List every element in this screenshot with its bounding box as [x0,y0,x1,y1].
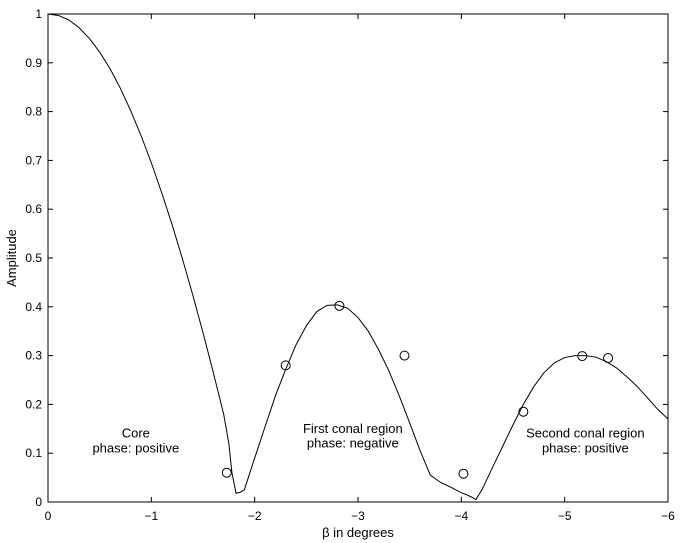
x-tick-label: −3 [351,509,365,523]
annotation-text: phase: negative [307,435,399,450]
data-point-marker [577,351,588,362]
data-point-marker [221,467,232,478]
data-point-marker [399,350,410,361]
amplitude-curve [47,13,669,501]
annotation-text: phase: positive [542,440,629,455]
data-point-marker [280,360,291,371]
annotation-text: Core [122,426,150,441]
x-tick-label: −4 [454,509,468,523]
y-tick-label: 0.2 [25,397,42,411]
y-tick-label: 0 [35,495,42,509]
data-point-marker [334,300,345,311]
y-tick-label: 0.6 [25,202,42,216]
y-tick-label: 0.9 [25,56,42,70]
axis-ticks [47,13,669,503]
measurement-markers [221,300,614,479]
y-tick-label: 0.3 [25,349,42,363]
y-tick-label: 1 [35,7,42,21]
annotation-text: phase: positive [92,440,179,455]
y-tick-label: 0.5 [25,251,42,265]
data-point-marker [603,353,614,364]
tick-labels: 0 −1 −2 −3 −4 −5 −6 0 0.1 0.2 0.3 0.4 0.5 0.6 0.7 0.8 0.… [25,7,675,523]
x-tick-label: −2 [248,509,262,523]
data-point-marker [518,406,529,417]
y-tick-label: 0.7 [25,153,42,167]
x-tick-label: −1 [144,509,158,523]
x-axis-title: β in degrees [322,525,394,540]
x-tick-label: −6 [661,509,675,523]
y-tick-label: 0.1 [25,446,42,460]
y-tick-label: 0.8 [25,105,42,119]
data-point-marker [458,468,469,479]
y-axis-title: Amplitude [4,229,19,287]
x-tick-label: −5 [558,509,572,523]
x-tick-label: 0 [45,509,52,523]
y-tick-label: 0.4 [25,300,42,314]
annotation-text: Second conal region [526,426,645,441]
annotation-text: First conal region [303,421,403,436]
